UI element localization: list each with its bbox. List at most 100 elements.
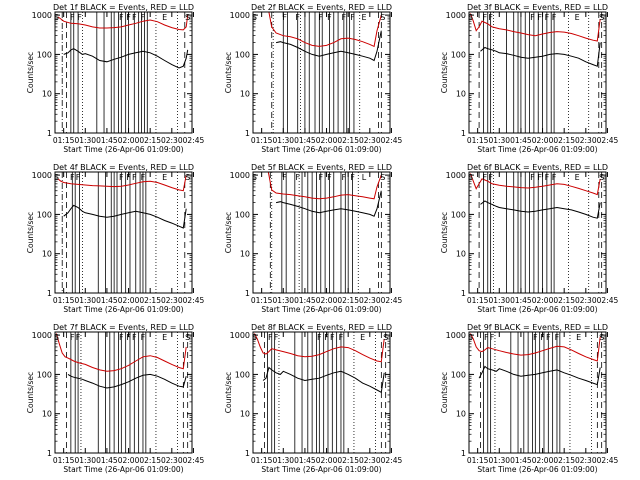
y-tick-label: 10 — [42, 90, 52, 99]
marker-letter: F — [530, 13, 535, 22]
marker-letter: F — [126, 173, 131, 182]
plot-area — [469, 172, 603, 293]
y-tick-label: 100 — [235, 50, 250, 59]
plot-area — [268, 12, 382, 133]
x-tick-label: 01:15 — [251, 456, 273, 465]
y-axis-label: Counts/sec — [26, 212, 35, 253]
y-axis-label: Counts/sec — [440, 372, 449, 413]
y-tick-label: 1 — [461, 129, 466, 138]
x-tick-label: 01:15 — [251, 136, 273, 145]
y-tick-label: 1000 — [446, 11, 466, 20]
marker-letter: F — [552, 173, 557, 182]
y-tick-label: 10 — [42, 410, 52, 419]
x-axis-label: Start Time (26-Apr-06 01:09:00) — [261, 465, 381, 474]
marker-letter: F — [141, 173, 146, 182]
series-line-events — [480, 42, 601, 67]
x-tick-label: 01:15 — [467, 296, 489, 305]
y-tick-label: 100 — [235, 370, 250, 379]
x-tick-label: 02:30 — [359, 296, 381, 305]
x-tick-label: 02:15 — [139, 456, 161, 465]
plot-area — [55, 332, 189, 453]
x-tick-label: 01:45 — [510, 296, 532, 305]
y-axis-label: Counts/sec — [224, 212, 233, 253]
x-tick-label: 02:45 — [597, 456, 619, 465]
marker-letter: F — [490, 333, 495, 342]
marker-letter: E — [362, 13, 367, 22]
marker-letter: E — [162, 333, 167, 342]
marker-letter: F — [268, 333, 273, 342]
marker-letter: F — [324, 333, 329, 342]
x-tick-label: 02:30 — [575, 136, 597, 145]
marker-letter: L — [362, 173, 367, 182]
series-line-lld — [55, 333, 187, 372]
y-tick-label: 100 — [451, 50, 466, 59]
y-axis-label: Counts/sec — [224, 372, 233, 413]
marker-letter: F — [76, 173, 81, 182]
y-tick-label: 100 — [451, 210, 466, 219]
marker-letter: F — [330, 333, 335, 342]
marker-letter: S — [252, 173, 257, 182]
y-axis-label: Counts/sec — [224, 52, 233, 93]
plot-area — [57, 12, 189, 133]
marker-letter: E — [575, 173, 580, 182]
marker-letter: E — [162, 13, 167, 22]
x-axis-label: Start Time (26-Apr-06 01:09:00) — [63, 465, 183, 474]
marker-letter: F — [126, 333, 131, 342]
plot-frame — [468, 331, 607, 454]
marker-letter: S — [54, 173, 59, 182]
x-tick-label: 02:30 — [161, 136, 183, 145]
marker-letter: F — [484, 333, 489, 342]
y-tick-label: 1 — [245, 449, 250, 458]
y-tick-label: 100 — [451, 370, 466, 379]
x-axis-label: Start Time (26-Apr-06 01:09:00) — [477, 465, 597, 474]
x-tick-label: 02:15 — [337, 136, 359, 145]
series-line-events — [63, 48, 189, 69]
panel-title: Det 6f BLACK = Events, RED = LLD — [467, 163, 608, 172]
marker-letter: F — [141, 13, 146, 22]
marker-letter: S — [54, 333, 59, 342]
marker-letter: E — [360, 333, 365, 342]
x-tick-label: 02:30 — [359, 136, 381, 145]
x-tick-label: 02:15 — [139, 296, 161, 305]
series-line-lld — [268, 12, 382, 48]
x-tick-label: 01:15 — [467, 456, 489, 465]
x-tick-label: 02:00 — [532, 136, 554, 145]
panel-title: Det 8f BLACK = Events, RED = LLD — [251, 323, 392, 332]
marker-letter: S — [383, 333, 388, 342]
x-tick-label: 02:00 — [532, 296, 554, 305]
x-tick-label: 01:30 — [74, 456, 96, 465]
x-axis-label: Start Time (26-Apr-06 01:09:00) — [477, 305, 597, 314]
y-axis-label: Counts/sec — [440, 212, 449, 253]
marker-letter: F — [274, 333, 279, 342]
y-tick-label: 1000 — [32, 11, 52, 20]
y-tick-label: 1000 — [230, 171, 250, 180]
y-tick-label: 1 — [47, 129, 52, 138]
marker-letter: S — [252, 333, 257, 342]
series-line-lld — [469, 173, 601, 196]
x-tick-label: 02:30 — [359, 456, 381, 465]
x-tick-label: 01:15 — [53, 456, 75, 465]
marker-letter: F — [537, 13, 542, 22]
x-axis-label: Start Time (26-Apr-06 01:09:00) — [63, 145, 183, 154]
x-tick-label: 01:45 — [96, 296, 118, 305]
x-tick-label: 01:30 — [488, 136, 510, 145]
marker-letter: F — [540, 333, 545, 342]
marker-letter: E — [162, 173, 167, 182]
x-tick-label: 02:30 — [575, 296, 597, 305]
x-tick-label: 02:00 — [316, 456, 338, 465]
x-tick-label: 02:45 — [597, 136, 619, 145]
x-tick-label: 01:45 — [96, 136, 118, 145]
x-tick-label: 02:45 — [381, 456, 403, 465]
y-tick-label: 10 — [456, 90, 466, 99]
marker-letter: F — [545, 173, 550, 182]
y-tick-label: 100 — [37, 50, 52, 59]
marker-letter: F — [488, 13, 493, 22]
plot-frame — [468, 171, 607, 294]
y-tick-label: 10 — [240, 250, 250, 259]
series-line-events — [275, 190, 382, 217]
panel-title: Det 9f BLACK = Events, RED = LLD — [467, 323, 608, 332]
